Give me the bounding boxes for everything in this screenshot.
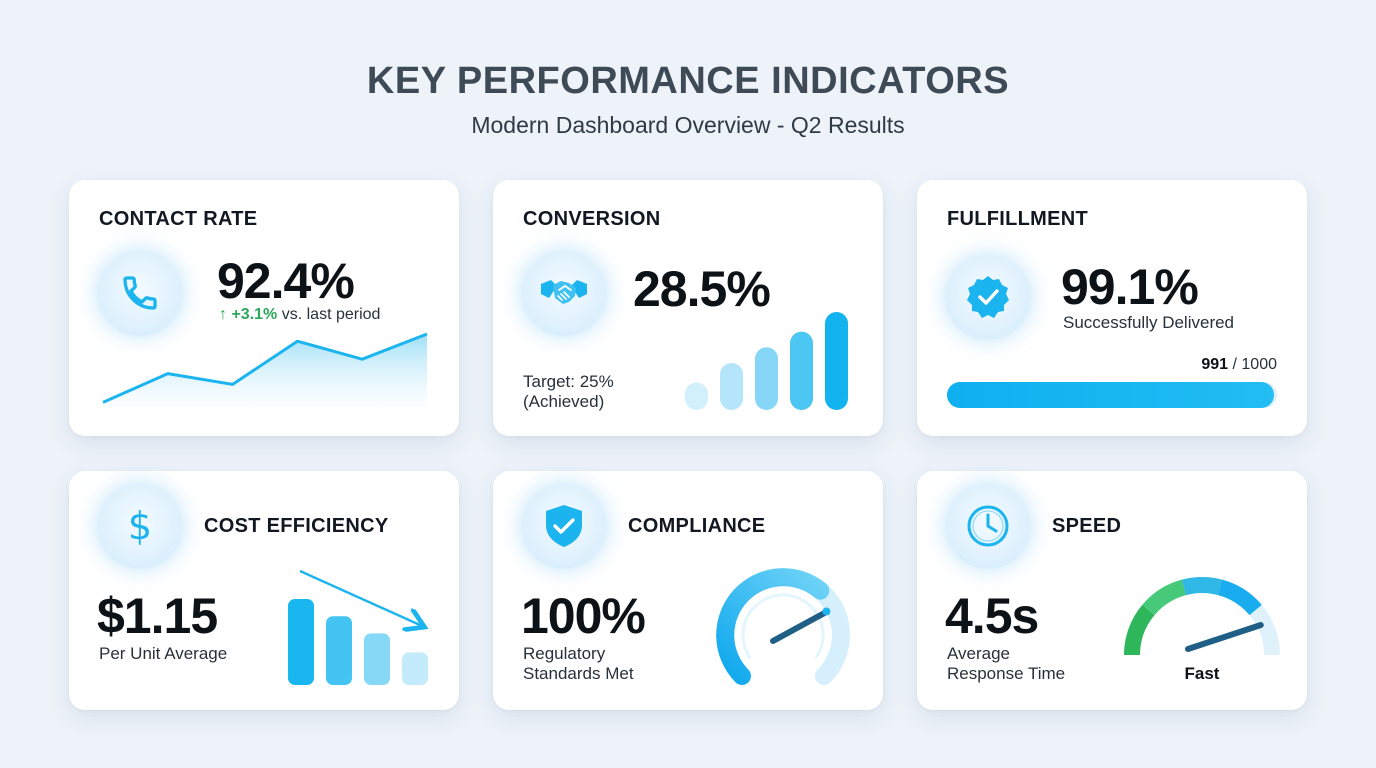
card-title: CONTACT RATE [99,208,258,230]
conversion-bar [720,362,743,410]
kpi-card-contact-rate[interactable]: CONTACT RATE 92.4% ↑ +3.1% vs. last peri… [69,180,459,436]
caption-line-2: Response Time [947,664,1066,683]
handshake-icon [521,250,607,336]
count-total: 1000 [1241,356,1277,373]
speed-gauge [1124,577,1280,656]
verified-badge-icon [945,254,1031,340]
progress-fill [947,382,1275,408]
kpi-value: 4.5s [945,588,1039,644]
card-title: FULFILLMENT [947,208,1089,230]
card-title: CONVERSION [523,208,661,230]
trend-text: vs. last period [281,306,381,323]
trend-delta: +3.1% [231,306,278,323]
kpi-caption: Per Unit Average [99,644,228,663]
cost-trend-chart [288,569,436,685]
sparkline-area [103,334,427,410]
kpi-caption: Average Response Time [947,644,1065,684]
gauge-needle-tip [822,607,831,616]
kpi-value: 100% [521,588,646,644]
target-status: (Achieved) [523,392,605,411]
speed-gauge-segment [1217,579,1262,616]
target-label: Target: 25% (Achieved) [523,372,614,412]
speed-gauge-needle [1185,622,1264,652]
speed-gauge-segment [1181,577,1223,596]
count-separator: / [1228,356,1242,373]
conversion-bar-chart [685,312,848,410]
kpi-caption: Regulatory Standards Met [523,644,634,684]
kpi-value: 92.4% [217,253,355,309]
card-title: COMPLIANCE [628,515,766,537]
sparkline-chart [102,332,428,410]
trend-indicator: ↑ +3.1% vs. last period [219,306,380,324]
cost-bar [326,616,352,685]
progress-track [947,382,1277,408]
kpi-caption: Successfully Delivered [1063,313,1235,332]
cost-bar [402,652,428,685]
speed-gauge-segment [1142,579,1187,616]
caption-line-1: Regulatory [523,644,606,663]
gauge-needle [770,609,829,644]
sparkline-line [102,332,428,404]
conversion-bar [790,331,813,410]
phone-icon [97,250,183,336]
gauge-label: Fast [1184,664,1220,683]
card-title: SPEED [1052,515,1122,537]
cost-bar [364,633,390,685]
kpi-value: 28.5% [633,261,771,317]
target-value: Target: 25% [523,372,614,391]
count-done: 991 [1201,356,1229,373]
kpi-card-speed[interactable]: SPEED 4.5s Average Response Time Fast [917,471,1307,710]
page-title: KEY PERFORMANCE INDICATORS [366,60,1010,102]
conversion-bar [755,347,778,410]
clock-icon [945,483,1031,569]
kpi-card-fulfillment[interactable]: FULFILLMENT 99.1% Successfully Delivered… [917,180,1307,436]
cost-bar [288,599,314,685]
kpi-card-compliance[interactable]: COMPLIANCE 100% Regulatory Standards Met [493,471,883,710]
down-trend-arrow [299,569,420,625]
conversion-bar [685,382,708,410]
arrow-up-icon: ↑ [219,306,227,323]
kpi-card-cost-efficiency[interactable]: $ COST EFFICIENCY $1.15 Per Unit Average [69,471,459,710]
conversion-bar [825,312,848,410]
card-title: COST EFFICIENCY [204,515,389,537]
shield-check-icon [521,483,607,569]
speed-gauge-segment [1124,604,1155,656]
kpi-card-conversion[interactable]: CONVERSION 28.5% Target: 25% (Achieved) [493,180,883,436]
compliance-gauge [716,567,850,685]
gauge-fill [716,568,830,685]
kpi-value: 99.1% [1061,259,1199,315]
caption-line-1: Average [947,644,1011,663]
gauge-inner-ring [741,593,825,659]
dollar-icon: $ [97,483,183,569]
caption-line-2: Standards Met [523,664,634,683]
progress-count: 991 / 1000 [1201,356,1277,374]
page-subtitle: Modern Dashboard Overview - Q2 Results [471,112,905,138]
kpi-value: $1.15 [97,588,218,644]
